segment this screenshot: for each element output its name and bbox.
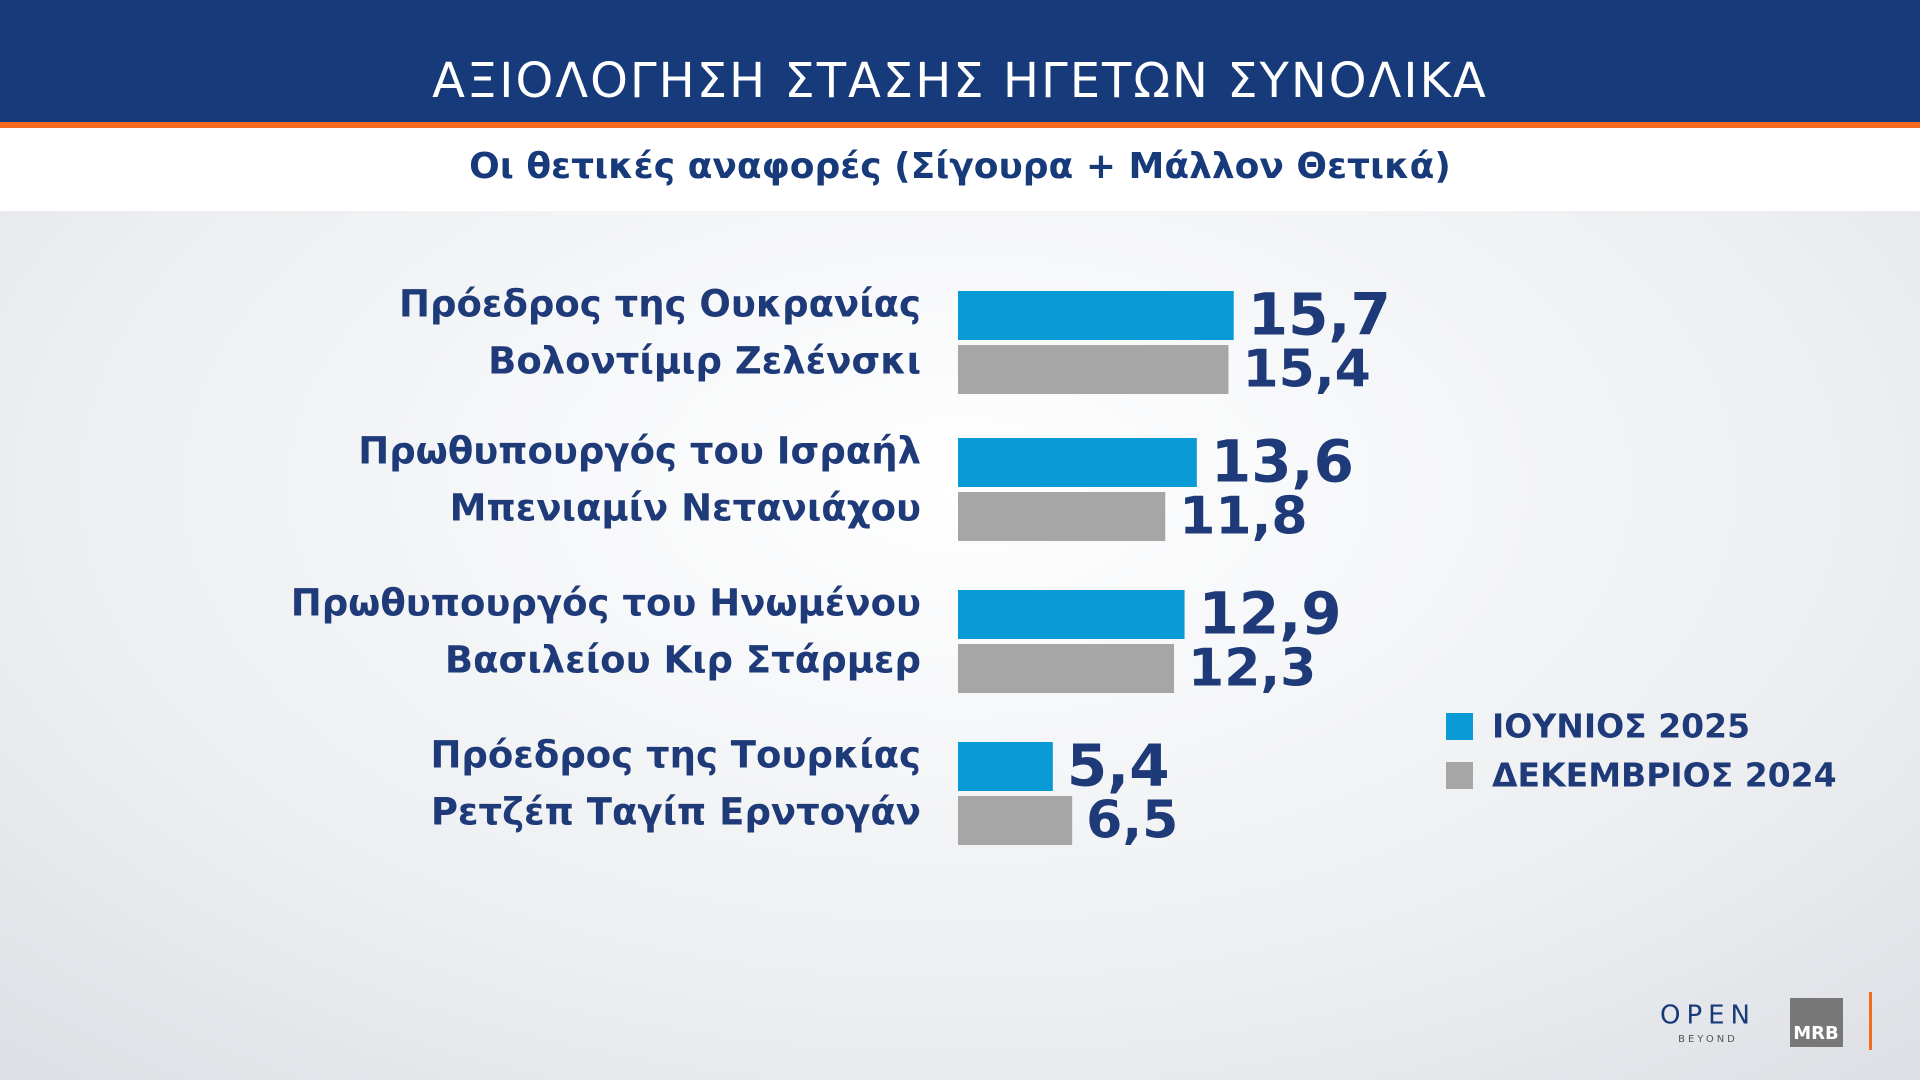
value-label: 15,4	[1242, 340, 1370, 400]
bar	[958, 345, 1229, 394]
category-label: Μπενιαμίν Νετανιάχου	[450, 487, 921, 530]
value-label: 11,8	[1179, 487, 1307, 547]
bar	[958, 796, 1073, 845]
category-label: Πρόεδρος της Τουρκίας	[430, 734, 921, 777]
bar	[958, 590, 1185, 639]
legend-swatch	[1446, 713, 1473, 740]
accent-line	[0, 122, 1920, 128]
logo-brand: OPEN	[1660, 1001, 1756, 1031]
logo-divider	[1869, 992, 1872, 1050]
category-label: Πρόεδρος της Ουκρανίας	[399, 283, 921, 326]
bar	[958, 742, 1053, 791]
bar	[958, 492, 1166, 541]
category-label: Βολοντίμιρ Ζελένσκι	[488, 340, 921, 383]
value-label: 6,5	[1086, 791, 1178, 851]
subtitle-bar	[0, 128, 1920, 211]
value-label: 15,7	[1248, 281, 1391, 349]
bar	[958, 438, 1197, 487]
logo-box	[1790, 998, 1843, 1047]
legend-label: ΔΕΚΕΜΒΡΙΟΣ 2024	[1492, 756, 1837, 795]
value-label: 5,4	[1067, 732, 1170, 800]
chart-title: ΑΞΙΟΛΟΓΗΣΗ ΣΤΑΣΗΣ ΗΓΕΤΩΝ ΣΥΝΟΛΙΚΑ	[432, 53, 1488, 109]
category-label: Πρωθυπουργός του Ηνωμένου	[291, 582, 921, 625]
legend-label: ΙΟΥΝΙΟΣ 2025	[1492, 707, 1750, 746]
value-label: 12,3	[1188, 639, 1316, 699]
logo-tagline: BEYOND	[1678, 1034, 1738, 1045]
chart-subtitle: Οι θετικές αναφορές (Σίγουρα + Μάλλον Θε…	[469, 146, 1451, 187]
category-label: Ρετζέπ Ταγίπ Ερντογάν	[431, 791, 921, 834]
value-label: 13,6	[1211, 428, 1354, 496]
category-label: Βασιλείου Κιρ Στάρμερ	[445, 639, 921, 682]
logo-pollster: MRB	[1793, 1023, 1839, 1044]
title-bar	[0, 0, 1920, 122]
legend-swatch	[1446, 762, 1473, 789]
category-label: Πρωθυπουργός του Ισραήλ	[358, 430, 921, 473]
value-label: 12,9	[1199, 580, 1342, 648]
bar	[958, 291, 1234, 340]
bar	[958, 644, 1175, 693]
